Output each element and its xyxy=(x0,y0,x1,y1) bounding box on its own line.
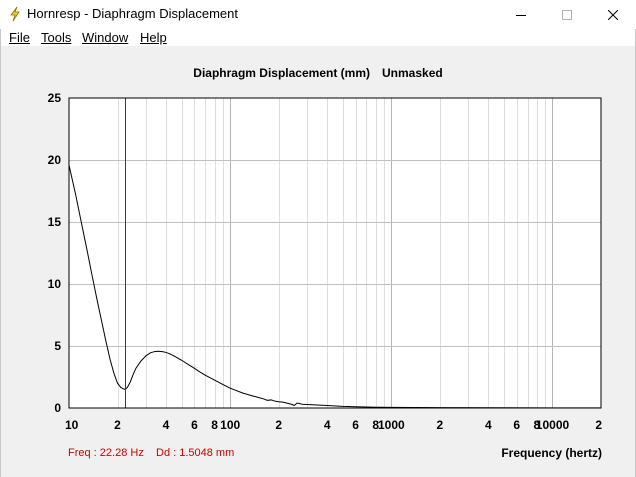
y-tick-label: 0 xyxy=(54,401,61,415)
window-title: Hornresp - Diaphragm Displacement xyxy=(27,6,238,21)
x-tick-label: 4 xyxy=(163,418,170,432)
x-tick-label: 8 xyxy=(534,418,541,432)
y-tick-label: 10 xyxy=(48,277,62,291)
x-tick-label: 1000 xyxy=(378,418,405,432)
menu-help-label: Help xyxy=(140,30,167,45)
y-tick-label: 25 xyxy=(48,91,62,105)
x-tick-label: 10 xyxy=(65,418,79,432)
menu-file-label: File xyxy=(9,30,30,45)
x-tick-label: 2 xyxy=(275,418,282,432)
plot-frame xyxy=(68,97,602,409)
minimize-button[interactable] xyxy=(498,0,544,29)
maximize-icon xyxy=(562,9,572,20)
x-tick-label: 4 xyxy=(485,418,492,432)
minimize-icon xyxy=(516,14,526,16)
curve-group xyxy=(68,164,601,409)
menu-window-label: Window xyxy=(82,30,129,45)
x-tick-label: 100 xyxy=(220,418,240,432)
chart-title-text: Diaphragm Displacement (mm) xyxy=(193,66,370,80)
status-displacement: Dd : 1.5048 mm xyxy=(156,447,235,459)
menu-help[interactable]: Help xyxy=(140,29,167,46)
y-tick-labels: 0 5 10 15 20 25 xyxy=(48,91,62,415)
lightning-bolt-icon xyxy=(10,6,20,22)
close-button[interactable] xyxy=(590,0,636,29)
plot-background xyxy=(69,98,601,408)
menu-bar: File Tools Window Help xyxy=(0,29,636,46)
x-tick-label: 6 xyxy=(352,418,359,432)
title-bar[interactable]: Hornresp - Diaphragm Displacement xyxy=(0,0,636,30)
close-icon xyxy=(608,9,618,20)
status-freq: Freq : 22.28 Hz xyxy=(68,447,144,459)
x-tick-label: 6 xyxy=(191,418,198,432)
window-left-border xyxy=(0,29,1,477)
x-axis-label: Frequency (hertz) xyxy=(501,446,602,460)
y-tick-label: 20 xyxy=(48,153,62,167)
chart-title: Diaphragm Displacement (mm) Unmasked xyxy=(0,66,636,80)
x-tick-label: 8 xyxy=(211,418,218,432)
x-tick-label: 8 xyxy=(372,418,379,432)
menu-tools[interactable]: Tools xyxy=(41,29,71,46)
grid-lines xyxy=(69,98,601,408)
menu-window[interactable]: Window xyxy=(82,29,128,46)
x-tick-label: 2 xyxy=(436,418,443,432)
x-tick-label: 2 xyxy=(595,418,602,432)
y-tick-label: 5 xyxy=(54,339,61,353)
x-tick-label: 2 xyxy=(114,418,121,432)
menu-file[interactable]: File xyxy=(9,29,30,46)
menu-tools-label: Tools xyxy=(41,30,72,45)
displacement-curve xyxy=(68,164,601,409)
maximize-button[interactable] xyxy=(544,0,590,29)
chart-subtitle-text: Unmasked xyxy=(382,66,443,80)
x-tick-label: 6 xyxy=(513,418,520,432)
x-tick-label: 4 xyxy=(324,418,331,432)
x-tick-label: 10000 xyxy=(536,418,570,432)
y-tick-label: 15 xyxy=(48,215,62,229)
